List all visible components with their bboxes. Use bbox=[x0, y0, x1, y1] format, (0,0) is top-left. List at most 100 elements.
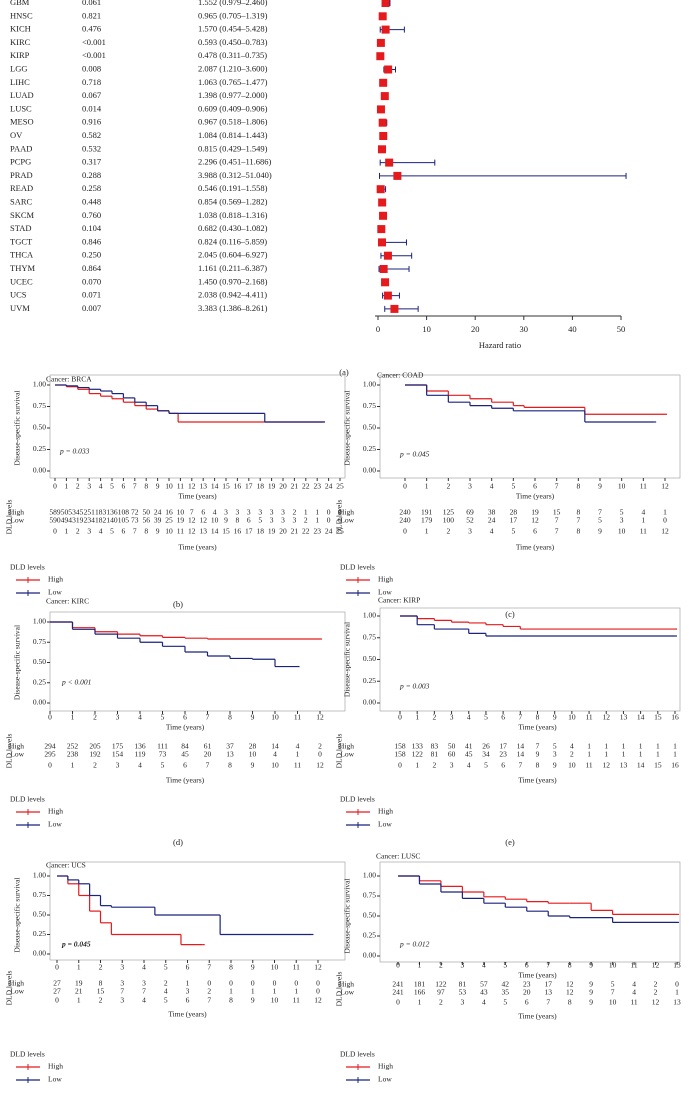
x-tick-label: 4 bbox=[138, 713, 142, 722]
risk-x-tick-label: 17 bbox=[245, 527, 253, 536]
y-tick-label: 0.50 bbox=[363, 911, 376, 920]
x-tick-label: 0 bbox=[403, 482, 407, 491]
hr-marker bbox=[383, 251, 392, 260]
x-tick-label: 2 bbox=[439, 961, 443, 970]
risk-x-tick-label: 6 bbox=[501, 761, 505, 770]
hr-label: 0.824 (0.116–5.859) bbox=[198, 236, 267, 246]
x-tick-label: 0 bbox=[53, 482, 57, 491]
risk-count: 158 bbox=[394, 742, 406, 751]
x-tick-label: 12 bbox=[314, 963, 322, 972]
risk-count: 39 bbox=[154, 516, 162, 525]
p-value: 0.067 bbox=[82, 90, 101, 100]
risk-x-tick-label: 20 bbox=[279, 527, 287, 536]
risk-x-tick-label: 8 bbox=[568, 998, 572, 1007]
risk-count: 133 bbox=[412, 742, 424, 751]
p-value: 0.821 bbox=[82, 10, 101, 20]
y-axis-title: Disease-specific survival bbox=[13, 390, 22, 465]
risk-count: 60 bbox=[448, 750, 456, 759]
risk-count: 319 bbox=[72, 516, 84, 525]
hr-marker bbox=[378, 198, 387, 207]
risk-x-tick-label: 5 bbox=[110, 527, 114, 536]
risk-count: 2 bbox=[164, 979, 168, 988]
risk-count: 158 bbox=[394, 750, 406, 759]
cancer-label: THCA bbox=[10, 250, 34, 260]
risk-x-tick-label: 12 bbox=[652, 998, 660, 1007]
risk-count: 9 bbox=[589, 988, 593, 997]
risk-x-tick-label: 8 bbox=[229, 996, 233, 1005]
y-tick-label: 0.75 bbox=[363, 632, 376, 641]
risk-count: 136 bbox=[134, 742, 146, 751]
risk-count: 4 bbox=[164, 987, 168, 996]
risk-x-tick-label: 9 bbox=[156, 527, 160, 536]
hr-marker bbox=[393, 171, 402, 180]
x-tick-label: 4 bbox=[142, 963, 146, 972]
hr-label: 1.398 (0.977–2.000) bbox=[198, 90, 268, 100]
risk-count: 8 bbox=[576, 508, 580, 517]
cancer-label: KICH bbox=[10, 24, 31, 34]
risk-count: 3 bbox=[293, 516, 297, 525]
y-tick-label: 0.75 bbox=[363, 401, 376, 410]
risk-count: 5 bbox=[620, 508, 624, 517]
risk-count: 16 bbox=[165, 508, 173, 517]
x-tick-label: 6 bbox=[186, 963, 190, 972]
cancer-label: LUAD bbox=[10, 90, 34, 100]
risk-count: 3 bbox=[258, 508, 262, 517]
risk-count: 12 bbox=[566, 988, 574, 997]
x-tick-label: 12 bbox=[652, 961, 660, 970]
y-tick-label: 0.75 bbox=[363, 891, 376, 900]
risk-x-tick-label: 11 bbox=[640, 527, 647, 536]
x-tick-label: 8 bbox=[576, 482, 580, 491]
y-tick-label: 0.75 bbox=[33, 401, 46, 410]
risk-x-tick-label: 13 bbox=[673, 998, 681, 1007]
risk-count: 1 bbox=[294, 987, 298, 996]
risk-x-tick-label: 9 bbox=[553, 761, 557, 770]
risk-count: 3 bbox=[620, 516, 624, 525]
risk-count: 97 bbox=[437, 988, 445, 997]
survival-curve bbox=[57, 875, 205, 946]
p-value: <0.001 bbox=[82, 37, 106, 47]
hr-marker bbox=[378, 238, 387, 247]
x-tick-label: 5 bbox=[503, 961, 507, 970]
risk-count: 590 bbox=[49, 516, 61, 525]
risk-x-tick-label: 16 bbox=[671, 761, 679, 770]
risk-x-tick-label: 8 bbox=[576, 527, 580, 536]
legend-label: Low bbox=[48, 1075, 62, 1084]
risk-x-tick-label: 0 bbox=[403, 527, 407, 536]
risk-count: 125 bbox=[443, 508, 455, 517]
risk-x-tick-label: 2 bbox=[439, 998, 443, 1007]
risk-count: 81 bbox=[431, 750, 439, 759]
risk-x-tick-label: 3 bbox=[461, 998, 465, 1007]
x-tick-label: 18 bbox=[256, 482, 264, 491]
cancer-label: LIHC bbox=[10, 77, 30, 87]
cancer-label: THYM bbox=[10, 263, 35, 273]
risk-count: 1 bbox=[604, 750, 608, 759]
risk-count: 12 bbox=[188, 516, 196, 525]
x-tick-label: 0 bbox=[55, 963, 59, 972]
risk-row-label: High bbox=[9, 742, 24, 751]
hr-marker bbox=[381, 278, 390, 287]
plot-frame bbox=[49, 611, 346, 712]
cancer-label: PAAD bbox=[10, 143, 32, 153]
hr-label: 0.546 (0.191–1.558) bbox=[198, 183, 268, 193]
risk-count: 43 bbox=[480, 988, 488, 997]
cancer-label: STAD bbox=[10, 223, 32, 233]
risk-count: 136 bbox=[106, 508, 118, 517]
x-tick-label: 7 bbox=[207, 963, 211, 972]
risk-x-tick-label: 1 bbox=[71, 761, 75, 770]
cancer-label: KIRC bbox=[10, 37, 31, 47]
risk-x-tick-label: 0 bbox=[396, 998, 400, 1007]
plot-frame bbox=[49, 861, 346, 961]
x-tick-label: 12 bbox=[188, 482, 196, 491]
risk-x-tick-label: 7 bbox=[555, 527, 559, 536]
x-tick-label: 7 bbox=[206, 713, 210, 722]
p-value: 0.448 bbox=[82, 196, 101, 206]
p-value: 0.760 bbox=[82, 210, 101, 220]
x-tick-label: 9 bbox=[598, 482, 602, 491]
risk-count: 105 bbox=[118, 516, 130, 525]
risk-x-tick-label: 2 bbox=[433, 761, 437, 770]
risk-x-tick-label: 11 bbox=[630, 998, 637, 1007]
risk-count: 7 bbox=[120, 987, 124, 996]
risk-count: 12 bbox=[199, 516, 207, 525]
hr-marker bbox=[390, 304, 399, 313]
x-tick-label: 11 bbox=[585, 713, 592, 722]
